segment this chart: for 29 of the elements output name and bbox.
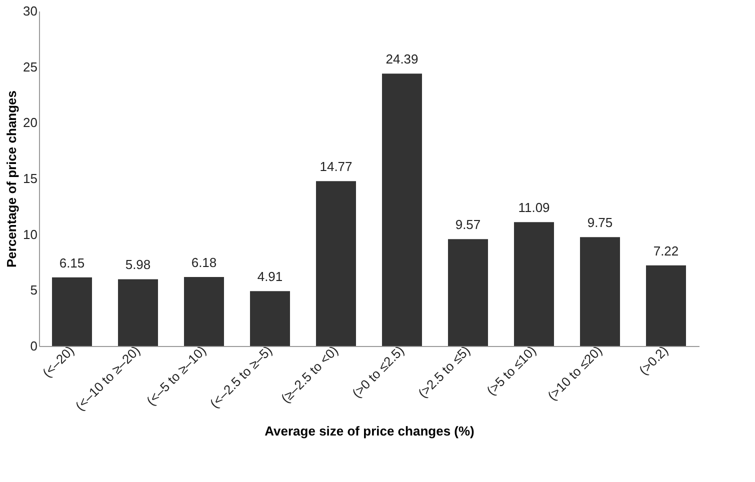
- data-label: 6.15: [59, 255, 85, 270]
- y-tick-label: 5: [30, 282, 38, 298]
- bar: [118, 279, 158, 346]
- y-tick-label: 10: [23, 226, 38, 242]
- y-tick-label: 0: [30, 338, 38, 354]
- bar: [52, 277, 92, 346]
- bar: [646, 265, 686, 346]
- data-label: 11.09: [518, 200, 550, 216]
- bar: [184, 276, 224, 346]
- bar: [382, 74, 422, 346]
- x-axis-title: Average size of price changes (%): [264, 423, 474, 438]
- data-label: 9.57: [455, 217, 481, 232]
- data-label: 6.18: [191, 254, 217, 270]
- y-tick-label: 30: [23, 4, 38, 18]
- data-label: 4.91: [257, 269, 283, 284]
- data-label: 5.98: [125, 257, 151, 272]
- data-label: 9.75: [587, 215, 613, 230]
- bar: [250, 291, 290, 346]
- data-label: 24.39: [386, 52, 418, 67]
- y-tick-label: 20: [23, 115, 38, 130]
- y-tick-label: 15: [23, 171, 38, 186]
- bar: [448, 239, 488, 346]
- data-label: 7.22: [653, 243, 679, 258]
- y-axis-title: Percentage of price changes: [4, 90, 20, 268]
- bar: [316, 181, 356, 346]
- data-label: 14.77: [320, 159, 352, 174]
- bar: [580, 237, 620, 346]
- y-tick-label: 25: [23, 59, 38, 74]
- bar: [514, 222, 554, 346]
